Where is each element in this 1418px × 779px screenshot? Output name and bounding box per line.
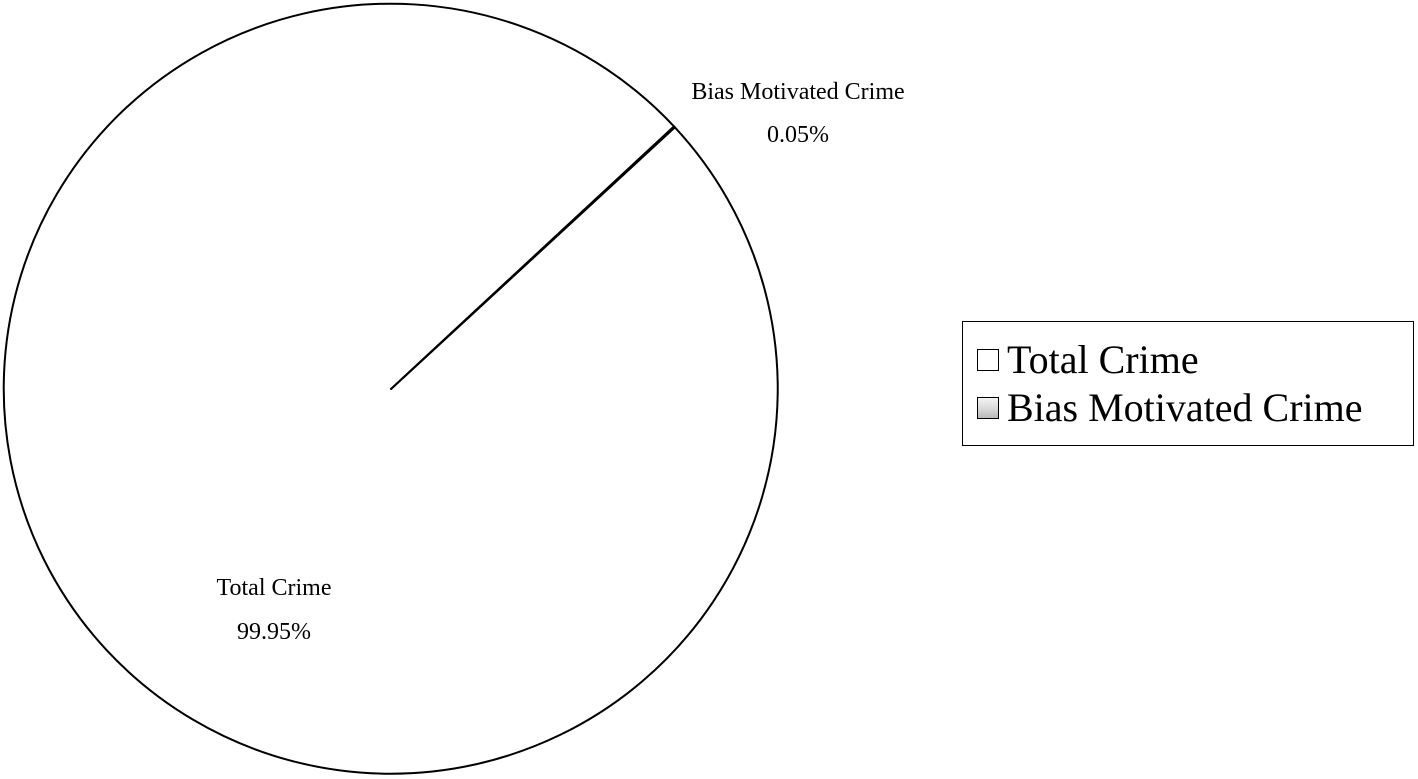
slice-value-bias-motivated-crime: 0.05% <box>767 122 829 148</box>
pie-slice-bias-motivated-crime <box>390 125 676 390</box>
slice-label-total-crime: Total Crime <box>217 575 332 601</box>
slice-labels: Bias Motivated Crime 0.05% Total Crime 9… <box>217 79 905 645</box>
slice-value-total-crime: 99.95% <box>237 619 311 645</box>
legend-swatch-total-crime <box>977 349 999 371</box>
pie-slices <box>2 2 779 775</box>
legend-label-bias-motivated-crime: Bias Motivated Crime <box>1007 385 1363 430</box>
legend-item-total-crime: Total Crime <box>977 336 1413 384</box>
legend-swatch-bias-motivated-crime <box>977 397 999 419</box>
legend-label-total-crime: Total Crime <box>1007 337 1199 382</box>
slice-label-bias-motivated-crime: Bias Motivated Crime <box>691 79 904 105</box>
legend-item-bias-motivated-crime: Bias Motivated Crime <box>977 384 1413 432</box>
chart-legend: Total Crime Bias Motivated Crime <box>962 321 1414 446</box>
